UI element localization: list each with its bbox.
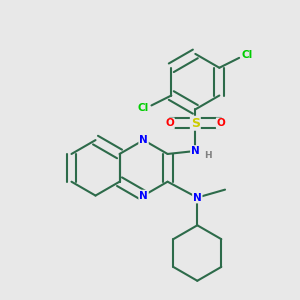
Text: Cl: Cl — [138, 103, 149, 113]
Text: N: N — [191, 146, 200, 156]
Text: N: N — [193, 193, 202, 202]
Text: H: H — [204, 152, 212, 160]
Text: N: N — [139, 190, 148, 201]
Text: O: O — [165, 118, 174, 128]
Text: S: S — [191, 117, 200, 130]
Text: O: O — [217, 118, 226, 128]
Text: N: N — [139, 135, 148, 145]
Text: Cl: Cl — [242, 50, 253, 60]
